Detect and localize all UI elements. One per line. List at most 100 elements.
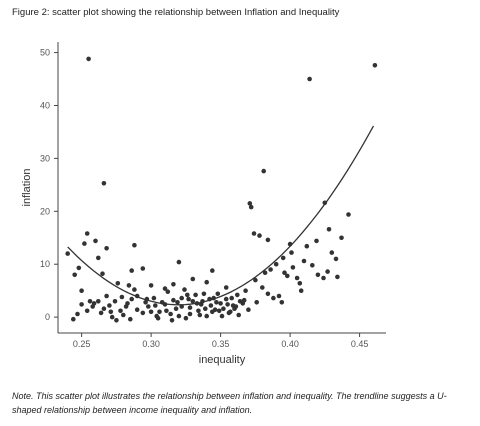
data-point [134,307,140,313]
data-point [204,279,209,285]
data-point [129,268,134,273]
data-point [146,304,151,309]
data-point [104,246,109,251]
data-point [314,238,319,244]
data-point [268,267,273,272]
data-point [168,311,173,317]
data-point [164,308,169,314]
data-point [132,242,137,248]
data-point [298,288,304,294]
data-point [215,291,221,297]
y-tick-label: 0 [45,312,50,322]
x-tick-label: 0.45 [351,339,369,349]
data-point [248,204,254,210]
data-point [187,305,193,310]
data-point [279,300,285,305]
data-point [257,233,262,238]
data-point [321,275,326,281]
y-axis-label: inflation [21,169,33,207]
data-point [225,302,230,307]
data-point [148,283,154,288]
data-point [262,270,268,276]
data-point [93,238,98,244]
y-tick-label: 20 [40,206,50,216]
data-point [208,303,214,308]
data-point [140,310,146,316]
data-point [115,281,121,286]
data-point [329,250,335,255]
data-point [246,307,251,313]
data-point [193,292,198,298]
x-axis-label: inequality [199,354,246,366]
data-point [214,300,219,305]
data-point [253,277,258,283]
data-point [157,309,162,315]
data-point [148,309,154,315]
data-point [155,315,161,321]
data-point [84,231,90,236]
y-tick-label: 40 [40,100,50,110]
figure-note: Note. This scatter plot illustrates the … [12,389,468,417]
data-point [301,258,307,264]
data-point [112,299,118,304]
data-point [261,168,267,174]
data-point [176,259,182,265]
trendline [67,125,375,306]
x-tick-label: 0.25 [73,339,91,349]
data-point [98,310,104,316]
data-point [101,181,107,186]
data-point [173,306,179,312]
axes: 0.25 0.30 0.35 0.40 0.45 0 10 20 30 40 50 [40,42,386,349]
data-point [254,300,259,305]
data-point [315,272,321,278]
data-point [290,265,296,270]
data-point [271,295,276,301]
data-point [91,301,97,306]
data-point [265,291,271,297]
data-point [325,269,330,274]
data-point [176,313,182,319]
data-point [128,316,133,322]
data-point [326,227,332,232]
data-point [79,302,84,307]
data-point [76,265,82,271]
data-point [294,275,300,281]
data-point [129,296,134,302]
data-point [297,281,303,286]
x-tick-label: 0.40 [281,339,299,349]
data-point [196,308,201,314]
data-point [140,266,146,271]
data-point [285,273,290,279]
data-point [335,274,340,280]
data-point [204,313,209,319]
data-point [185,292,190,298]
data-point [210,268,215,273]
data-point [310,263,315,268]
data-point [169,318,175,323]
data-point [182,287,187,292]
data-point [71,316,76,322]
data-point [219,313,225,319]
data-point [197,312,203,318]
data-point [218,301,223,306]
data-point [119,294,125,300]
data-point [104,293,109,299]
data-point [236,312,241,318]
data-point [96,255,101,261]
data-point [233,304,239,309]
data-point [72,272,77,278]
scatter-chart: 0.25 0.30 0.35 0.40 0.45 0 10 20 30 40 50 inequali… [21,42,386,366]
data-point [190,276,196,282]
data-point [175,300,180,305]
data-point [132,287,137,292]
data-point [114,318,119,323]
data-point [153,303,158,308]
data-point [223,285,229,290]
data-point [372,63,378,68]
data-point [289,250,294,255]
data-point [87,299,93,304]
y-tick-label: 50 [40,48,50,58]
data-point [210,309,215,315]
data-point [346,212,351,217]
data-point [79,288,84,294]
